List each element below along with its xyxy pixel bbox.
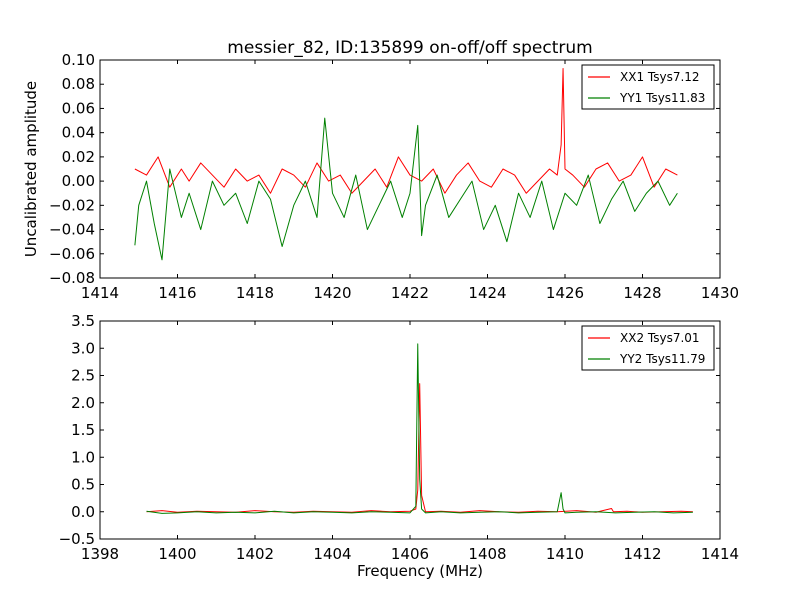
legend: XX2 Tsys7.01 YY2 Tsys11.79 bbox=[581, 325, 715, 371]
y-tick-label: 3.5 bbox=[71, 312, 95, 330]
x-tick-label: 1420 bbox=[313, 284, 351, 302]
x-tick-label: 1402 bbox=[236, 545, 274, 563]
y-tick-label: 0.06 bbox=[62, 99, 95, 117]
y-tick-label: 0.04 bbox=[62, 124, 95, 142]
x-tick-label: 1410 bbox=[546, 545, 584, 563]
series-line-yy bbox=[134, 117, 678, 261]
x-tick-label: 1400 bbox=[158, 545, 196, 563]
x-axis-label: Frequency (MHz) bbox=[357, 562, 483, 580]
x-tick-label: 1406 bbox=[391, 545, 429, 563]
y-tick-label: 0.00 bbox=[62, 172, 95, 190]
legend-label-xx: XX2 Tsys7.01 bbox=[620, 331, 700, 345]
y-tick-label: 1.5 bbox=[71, 421, 95, 439]
x-tick-label: 1414 bbox=[701, 545, 739, 563]
x-tick-label: 1424 bbox=[468, 284, 506, 302]
y-tick-label: 3.0 bbox=[71, 339, 95, 357]
x-tick-label: 1404 bbox=[313, 545, 351, 563]
x-tick-label: 1418 bbox=[236, 284, 274, 302]
legend-label-yy: YY1 Tsys11.83 bbox=[619, 91, 705, 105]
series-line-xx bbox=[134, 67, 678, 194]
y-tick-label: 2.0 bbox=[71, 394, 95, 412]
top-spectrum-panel: 1414 1416 1418 1420 1422 1424 1426 1428 1430 −0.0… bbox=[22, 51, 739, 302]
series-line-xx bbox=[146, 383, 693, 513]
figure-title: messier_82, ID:135899 on-off/off spectru… bbox=[227, 38, 592, 58]
x-tick-label: 1422 bbox=[391, 284, 429, 302]
y-axis-label: Uncalibrated amplitude bbox=[22, 81, 40, 257]
x-tick-label: 1430 bbox=[701, 284, 739, 302]
x-tick-label: 1412 bbox=[623, 545, 661, 563]
y-tick-label: −0.02 bbox=[49, 196, 95, 214]
x-tick-label: 1428 bbox=[623, 284, 661, 302]
legend-label-xx: XX1 Tsys7.12 bbox=[620, 70, 700, 84]
y-tick-label: −0.5 bbox=[59, 530, 95, 548]
y-tick-label: 0.0 bbox=[71, 503, 95, 521]
y-tick-label: 0.08 bbox=[62, 75, 95, 93]
x-tick-label: 1398 bbox=[81, 545, 119, 563]
y-tick-label: 0.5 bbox=[71, 476, 95, 494]
y-tick-label: −0.06 bbox=[49, 245, 95, 263]
y-tick-label: 2.5 bbox=[71, 367, 95, 385]
legend-label-yy: YY2 Tsys11.79 bbox=[619, 352, 705, 366]
x-tick-label: 1408 bbox=[468, 545, 506, 563]
legend: XX1 Tsys7.12 YY1 Tsys11.83 bbox=[581, 64, 715, 110]
y-tick-label: 0.02 bbox=[62, 148, 95, 166]
bottom-spectrum-panel: 1398 1400 1402 1404 1406 1408 1410 1412 1414 −0.5… bbox=[59, 312, 740, 580]
x-tick-label: 1426 bbox=[546, 284, 584, 302]
y-tick-label: −0.04 bbox=[49, 221, 95, 239]
y-tick-label: 0.10 bbox=[62, 51, 95, 69]
x-tick-label: 1416 bbox=[158, 284, 196, 302]
legend-box bbox=[581, 64, 715, 110]
y-tick-label: 1.0 bbox=[71, 448, 95, 466]
y-tick-label: −0.08 bbox=[49, 269, 95, 287]
legend-box bbox=[581, 325, 715, 371]
x-tick-label: 1414 bbox=[81, 284, 119, 302]
series-line-yy bbox=[146, 343, 693, 514]
